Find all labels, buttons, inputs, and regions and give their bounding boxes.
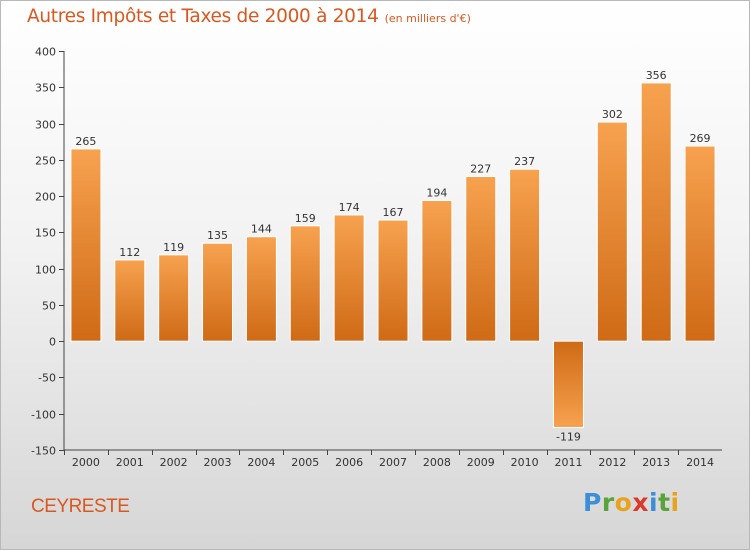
logo-letter: i (670, 488, 680, 517)
bar-2012 (596, 121, 628, 342)
data-label-2008: 194 (426, 186, 447, 199)
data-label-2012: 302 (602, 108, 623, 121)
bar-2002 (158, 254, 190, 342)
chart-title: Autres Impôts et Taxes de 2000 à 2014 (27, 6, 379, 27)
x-tick-label: 2002 (160, 456, 188, 469)
data-label-2000: 265 (75, 135, 96, 148)
data-label-2002: 119 (163, 241, 184, 254)
data-label-2013: 356 (646, 69, 667, 82)
bar-2014 (684, 145, 716, 342)
y-tick-label: 0 (49, 336, 56, 349)
x-tick-label: 2005 (291, 456, 319, 469)
bar-2005 (289, 225, 321, 342)
bar-2008 (421, 199, 453, 342)
y-tick-label: 50 (42, 300, 56, 313)
data-label-2005: 159 (295, 212, 316, 225)
x-tick-label: 2012 (598, 456, 626, 469)
bar-2007 (377, 219, 409, 342)
bar-2010 (509, 168, 541, 342)
bar-2009 (465, 176, 497, 342)
x-tick-label: 2004 (247, 456, 275, 469)
x-tick-label: 2011 (554, 456, 582, 469)
bar-2011 (552, 340, 584, 429)
logo-letter: r (601, 488, 615, 517)
data-label-2009: 227 (470, 163, 491, 176)
x-tick-label: 2010 (511, 456, 539, 469)
bar-2006 (333, 214, 365, 342)
y-tick-label: 150 (35, 227, 56, 240)
chart-title-group: Autres Impôts et Taxes de 2000 à 2014 (en… (27, 6, 471, 27)
x-tick-label: 2013 (642, 456, 670, 469)
y-tick-label: 100 (35, 264, 56, 277)
y-tick-label: -150 (31, 445, 56, 458)
data-label-2014: 269 (690, 132, 711, 145)
y-tick-label: 200 (35, 191, 56, 204)
logo-letter: P (583, 488, 602, 517)
x-tick-label: 2001 (116, 456, 144, 469)
data-label-2010: 237 (514, 155, 535, 168)
x-tick-label: 2009 (467, 456, 495, 469)
x-tick-label: 2014 (686, 456, 714, 469)
logo-letter: x (632, 488, 649, 517)
x-tick-label: 2006 (335, 456, 363, 469)
data-label-2011: -119 (556, 431, 581, 444)
logo-letter: t (658, 488, 671, 517)
y-tick-label: 250 (35, 155, 56, 168)
bar-2001 (114, 259, 146, 342)
data-label-2007: 167 (383, 206, 404, 219)
y-tick-label: 350 (35, 82, 56, 95)
y-tick-label: 300 (35, 119, 56, 132)
data-label-2006: 174 (339, 201, 360, 214)
logo-letter: o (614, 488, 633, 517)
y-tick-label: 400 (35, 46, 56, 59)
bar-2013 (640, 82, 672, 342)
chart-subtitle: (en milliers d'€) (384, 12, 471, 25)
data-label-2003: 135 (207, 229, 228, 242)
x-tick-label: 2008 (423, 456, 451, 469)
data-labels: 265 112 119 135 144 159 174 167 194 227 237 -119 302… (75, 69, 710, 444)
bar-2000 (70, 148, 102, 342)
bar-2004 (245, 236, 277, 342)
x-tick-label: 2007 (379, 456, 407, 469)
bars (70, 82, 716, 429)
axes: 400 350 300 250 200 150 100 50 0 -50 -100 -150 2000 2… (31, 46, 722, 469)
logo-letter: i (649, 488, 659, 517)
x-tick-label: 2003 (204, 456, 232, 469)
y-tick-label: -100 (31, 409, 56, 422)
data-label-2004: 144 (251, 223, 272, 236)
place-name: CEYRESTE (31, 496, 130, 517)
proxiti-logo: Proxiti (583, 488, 680, 517)
y-tick-label: -50 (38, 372, 56, 385)
x-tick-label: 2000 (72, 456, 100, 469)
bar-2003 (202, 242, 234, 342)
data-label-2001: 112 (119, 246, 140, 259)
